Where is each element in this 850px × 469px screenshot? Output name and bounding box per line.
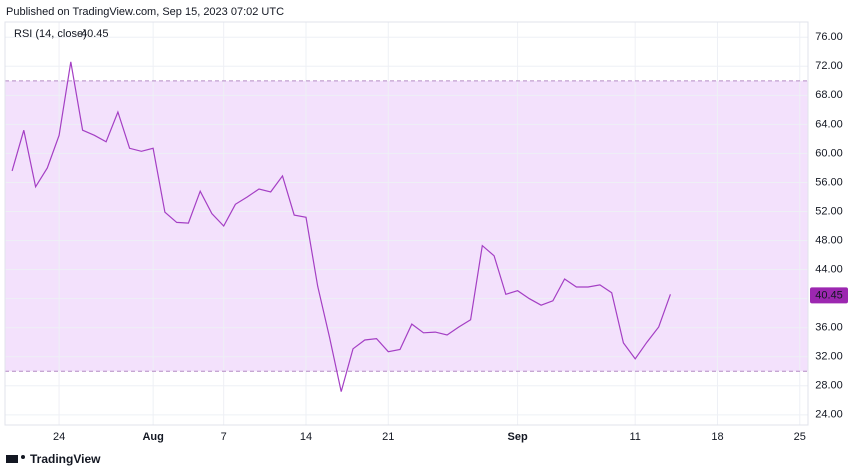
x-tick-label: 11 bbox=[629, 431, 640, 443]
y-tick-label: 76.00 bbox=[815, 31, 843, 43]
publish-note: Published on TradingView.com, Sep 15, 20… bbox=[6, 6, 284, 18]
y-tick-label: 60.00 bbox=[815, 147, 843, 159]
x-tick-label: 14 bbox=[300, 431, 312, 443]
x-tick-label: 25 bbox=[794, 431, 806, 443]
last-value-label: 40.45 bbox=[815, 289, 843, 301]
rsi-line bbox=[11, 61, 671, 392]
y-tick-label: 36.00 bbox=[815, 322, 843, 334]
x-tick-label: 7 bbox=[221, 431, 227, 443]
y-tick-label: 56.00 bbox=[815, 176, 843, 188]
indicator-name: RSI (14, close) bbox=[14, 28, 87, 40]
y-tick-label: 44.00 bbox=[815, 264, 843, 276]
x-tick-label: 24 bbox=[53, 431, 65, 443]
plot-frame bbox=[4, 21, 809, 426]
y-tick-label: 32.00 bbox=[815, 351, 843, 363]
last-value-box bbox=[810, 287, 848, 304]
indicator-value: 40.45 bbox=[81, 28, 109, 40]
x-tick-label: Aug bbox=[142, 431, 163, 443]
y-tick-label: 64.00 bbox=[815, 118, 843, 130]
x-tick-label: Sep bbox=[508, 431, 528, 443]
y-tick-label: 68.00 bbox=[815, 89, 843, 101]
logo bbox=[6, 455, 25, 463]
y-tick-label: 72.00 bbox=[815, 60, 843, 72]
x-tick-label: 18 bbox=[711, 431, 723, 443]
y-tick-label: 24.00 bbox=[815, 409, 843, 421]
y-tick-label: 52.00 bbox=[815, 205, 843, 217]
rsi-band bbox=[5, 80, 808, 372]
footer-brand: TradingView bbox=[30, 452, 101, 466]
y-tick-label: 28.00 bbox=[815, 380, 843, 392]
x-tick-label: 21 bbox=[382, 431, 394, 443]
y-tick-label: 48.00 bbox=[815, 234, 843, 246]
